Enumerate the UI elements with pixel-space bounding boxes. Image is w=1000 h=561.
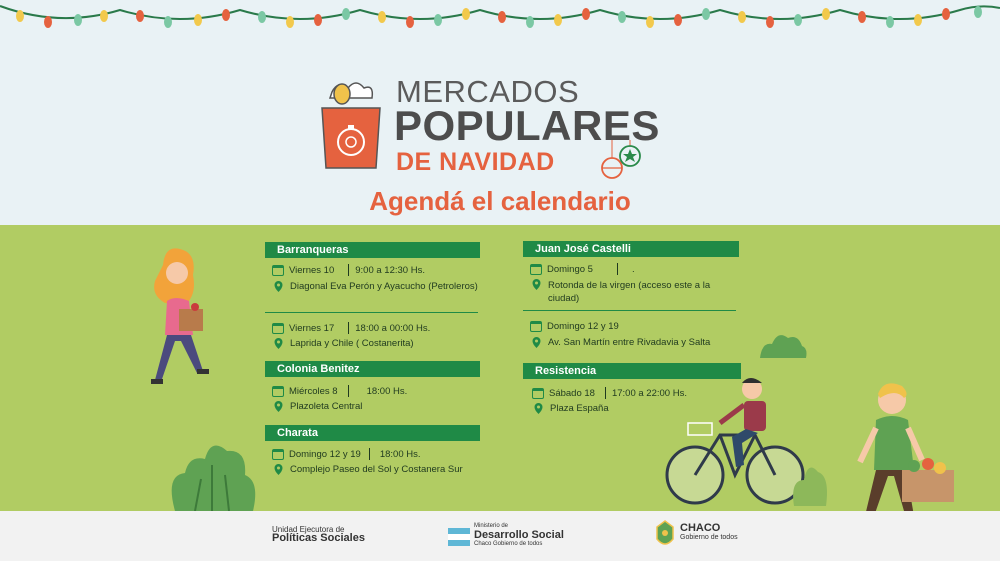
page-title: Agendá el calendario: [369, 186, 631, 216]
location-pin-icon: [274, 338, 283, 349]
garland-lights-icon: [0, 5, 1000, 28]
event-place: Laprida y Chile ( Costanerita): [290, 338, 414, 349]
footer-ministry-small: Ministerio de: [474, 523, 509, 529]
event-date-row: Viernes 10 9:00 a 12:30 Hs.: [272, 264, 425, 276]
event-place: Plaza España: [550, 403, 609, 414]
location-pin-icon: [532, 337, 541, 348]
event-date-row: Domingo 12 y 19 18:00 Hs.: [272, 448, 421, 460]
event-place-row: Diagonal Eva Perón y Ayacucho (Petrolero…: [272, 281, 478, 292]
logo-line-navidad: DE NAVIDAD: [396, 148, 555, 176]
section-header-barranqueras: Barranqueras: [265, 242, 480, 258]
woman-with-bag-illustration: [151, 248, 209, 384]
divider: [348, 264, 350, 276]
calendar-icon: [272, 448, 284, 460]
flag-icon: [448, 528, 470, 546]
header-area: MERCADOS POPULARES DE NAVIDAD Agendá el …: [0, 0, 1000, 225]
calendar-icon: [272, 264, 284, 276]
event-place: Rotonda de la virgen (acceso este a la c…: [548, 279, 710, 305]
event-time: 17:00 a 22:00 Hs.: [611, 387, 687, 399]
event-place-row: Plaza España: [532, 403, 609, 414]
calendar-panel: Barranqueras Viernes 10 9:00 a 12:30 Hs.…: [0, 225, 1000, 522]
bush-small-illustration: [760, 335, 807, 358]
calendar-icon: [530, 321, 542, 332]
event-logo: MERCADOS POPULARES DE NAVIDAD: [318, 50, 698, 185]
event-place: Plazoleta Central: [290, 401, 363, 412]
event-place-row: Rotonda de la virgen (acceso este a la c…: [530, 279, 710, 305]
event-day: Viernes 17: [289, 322, 335, 334]
bush-left-illustration: [171, 445, 256, 511]
section-header-colonia-benitez: Colonia Benitez: [265, 361, 480, 377]
location-pin-icon: [274, 281, 283, 292]
divider: [604, 387, 606, 399]
event-day: Viernes 10: [289, 264, 335, 276]
event-place: Complejo Paseo del Sol y Costanera Sur: [290, 464, 463, 475]
event-place-row: Laprida y Chile ( Costanerita): [272, 338, 414, 349]
footer-unit-logo: Unidad Ejecutora de Políticas Sociales: [272, 525, 365, 544]
event-time: .: [631, 263, 635, 275]
event-time: 9:00 a 12:30 Hs.: [355, 264, 425, 276]
footer-unit-small: Unidad Ejecutora de: [272, 525, 345, 534]
calendar-icon: [272, 385, 284, 397]
calendar-icon: [532, 387, 544, 399]
man-with-basket-illustration: [857, 383, 954, 522]
event-place: Diagonal Eva Perón y Ayacucho (Petrolero…: [290, 281, 478, 292]
event-place-row: Complejo Paseo del Sol y Costanera Sur: [272, 464, 463, 475]
event-time: 18:00 Hs.: [366, 385, 408, 397]
logo-line-populares: POPULARES: [394, 102, 660, 149]
event-date-row: Viernes 17 18:00 a 00:00 Hs.: [272, 322, 430, 334]
event-day: Sábado 18: [549, 387, 595, 399]
footer-chaco-logo: CHACO Gobierno de todos: [680, 522, 738, 542]
event-time: 18:00 a 00:00 Hs.: [355, 322, 431, 334]
location-pin-icon: [274, 464, 283, 475]
event-place-line: ciudad): [548, 293, 580, 304]
footer-chaco-sub: Gobierno de todos: [680, 534, 738, 541]
calendar-icon: [530, 263, 542, 275]
event-date-row: Domingo 12 y 19: [530, 321, 619, 332]
event-place-row: Plazoleta Central: [272, 401, 362, 412]
location-pin-icon: [274, 401, 283, 412]
location-pin-icon: [534, 403, 543, 414]
event-date-row: Sábado 18 17:00 a 22:00 Hs.: [532, 387, 687, 399]
section-header-charata: Charata: [265, 425, 480, 441]
event-place-row: Av. San Martín entre Rivadavia y Salta: [530, 337, 710, 348]
separator: [523, 310, 736, 311]
event-day: Miércoles 8: [289, 385, 338, 397]
footer-unit-bold: Políticas Sociales: [272, 532, 365, 544]
event-date-row: Miércoles 8 18:00 Hs.: [272, 385, 407, 397]
bush-right-illustration: [793, 467, 827, 506]
logo-line-mercados: MERCADOS: [396, 74, 580, 109]
footer-ministry-logo: Ministerio de Desarrollo Social Chaco Go…: [474, 522, 564, 549]
separator: [265, 312, 478, 313]
event-date-row: Domingo 5 .: [530, 263, 635, 275]
divider: [347, 385, 349, 397]
event-place: Av. San Martín entre Rivadavia y Salta: [548, 337, 711, 348]
divider: [348, 322, 350, 334]
location-pin-icon: [532, 279, 541, 290]
footer: Unidad Ejecutora de Políticas Sociales M…: [0, 511, 1000, 561]
section-header-resistencia: Resistencia: [523, 363, 741, 379]
footer-ministry-sub: Chaco Gobierno de todos: [474, 541, 543, 547]
event-day: Domingo 12 y 19: [547, 321, 619, 332]
divider: [368, 448, 370, 460]
chaco-shield-icon: [656, 520, 674, 545]
calendar-icon: [272, 322, 284, 334]
event-place-line: Rotonda de la virgen (acceso este a la: [548, 280, 711, 291]
event-time: 18:00 Hs.: [379, 448, 421, 460]
event-day: Domingo 5: [547, 263, 593, 275]
footer-chaco-bold: CHACO: [680, 522, 721, 534]
footer-ministry-bold: Desarrollo Social: [474, 529, 564, 541]
christmas-ornament-icon: [601, 140, 641, 179]
section-header-juan-jose-castelli: Juan José Castelli: [523, 241, 739, 257]
event-day: Domingo 12 y 19: [289, 448, 361, 460]
divider: [616, 263, 618, 275]
shopping-bag-icon: [321, 82, 381, 169]
cyclist-illustration: [665, 378, 805, 505]
